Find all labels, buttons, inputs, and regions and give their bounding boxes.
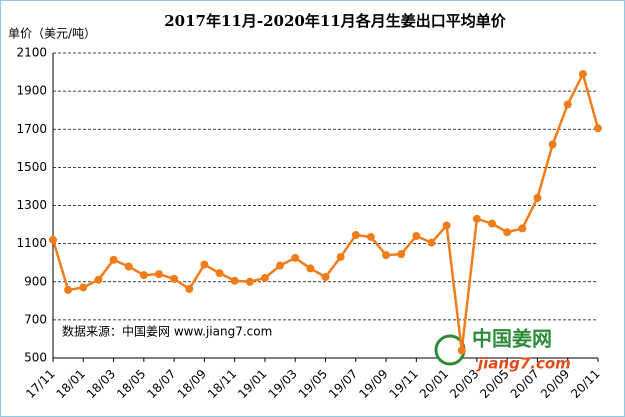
data-point bbox=[321, 272, 330, 281]
data-point bbox=[563, 100, 572, 109]
y-axis-label: 单价（美元/吨） bbox=[8, 27, 96, 41]
logo-url: jiang7.com bbox=[476, 355, 571, 373]
data-point bbox=[366, 232, 375, 241]
data-point bbox=[154, 270, 163, 279]
data-point bbox=[276, 261, 285, 270]
y-tick-label: 1700 bbox=[16, 122, 47, 136]
y-tick-label: 700 bbox=[24, 312, 47, 326]
y-tick-label: 500 bbox=[24, 351, 47, 365]
data-point bbox=[578, 69, 587, 78]
y-tick-label: 1100 bbox=[16, 236, 47, 250]
data-point bbox=[139, 271, 148, 280]
data-point bbox=[245, 277, 254, 286]
data-point bbox=[442, 221, 451, 230]
data-point bbox=[260, 273, 269, 282]
data-point bbox=[427, 238, 436, 247]
data-point bbox=[533, 193, 542, 202]
data-point bbox=[594, 124, 602, 133]
y-tick-label: 900 bbox=[24, 274, 47, 288]
logo: 中国姜网 jiang7.com bbox=[434, 327, 571, 373]
y-tick-label: 2100 bbox=[16, 46, 47, 60]
data-point bbox=[472, 214, 481, 223]
logo-name: 中国姜网 bbox=[472, 327, 552, 351]
y-tick-label: 1300 bbox=[16, 198, 47, 212]
data-point bbox=[548, 140, 557, 149]
data-point bbox=[488, 219, 497, 228]
data-point bbox=[306, 264, 315, 273]
data-point bbox=[79, 283, 88, 292]
data-point bbox=[336, 252, 345, 261]
data-point bbox=[518, 224, 527, 233]
data-point bbox=[215, 269, 224, 278]
data-point bbox=[503, 228, 512, 237]
data-point bbox=[185, 284, 194, 293]
data-point bbox=[109, 255, 118, 264]
data-point bbox=[397, 250, 406, 259]
data-point bbox=[351, 231, 360, 240]
annotation: 数据来源：中国姜网 www.jiang7.com bbox=[62, 324, 272, 339]
data-point bbox=[412, 232, 421, 240]
data-point bbox=[457, 346, 466, 355]
data-point bbox=[170, 274, 179, 283]
y-tick-label: 1500 bbox=[16, 160, 47, 174]
data-point bbox=[94, 275, 103, 284]
data-point bbox=[64, 285, 73, 294]
data-point bbox=[124, 262, 133, 271]
data-point bbox=[382, 251, 391, 260]
chart-title: 2017年11月-2020年11月各月生姜出口平均单价 bbox=[164, 12, 506, 30]
data-point bbox=[230, 276, 239, 285]
data-point bbox=[49, 235, 57, 244]
data-point bbox=[291, 253, 300, 262]
y-tick-label: 1900 bbox=[16, 84, 47, 98]
data-point bbox=[200, 260, 209, 269]
